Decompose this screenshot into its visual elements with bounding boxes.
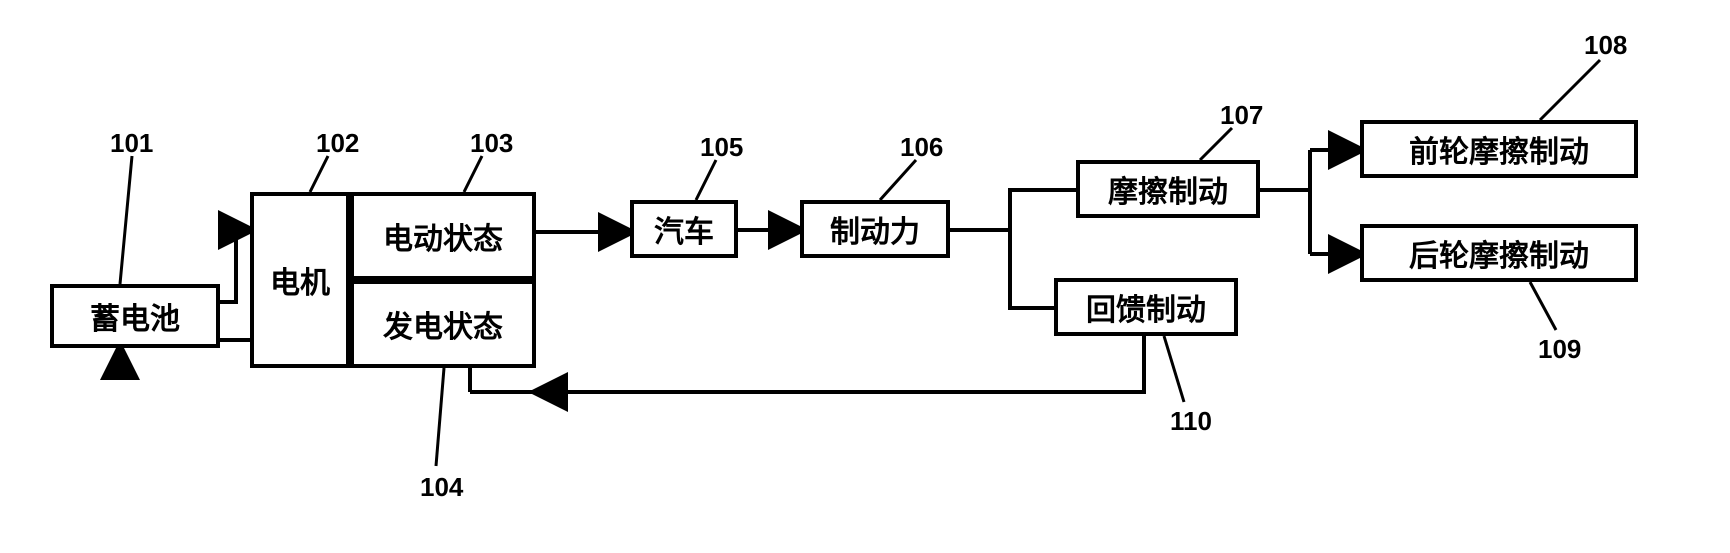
box-rear-label: 后轮摩擦制动 <box>1409 231 1589 275</box>
label-101: 101 <box>110 128 153 159</box>
label-106: 106 <box>900 132 943 163</box>
box-regen: 回馈制动 <box>1054 278 1238 336</box>
diagram-canvas: 蓄电池 电机 电动状态 发电状态 汽车 制动力 摩擦制动 回馈制动 前轮摩擦制动… <box>0 0 1730 553</box>
box-friction-label: 摩擦制动 <box>1108 167 1228 211</box>
box-brake-force: 制动力 <box>800 200 950 258</box>
label-110: 110 <box>1170 406 1212 437</box>
box-gen-state-label: 发电状态 <box>383 302 503 346</box>
box-gen-state: 发电状态 <box>350 280 536 368</box>
label-103: 103 <box>470 128 513 159</box>
box-battery: 蓄电池 <box>50 284 220 348</box>
label-102: 102 <box>316 128 359 159</box>
box-front: 前轮摩擦制动 <box>1360 120 1638 178</box>
box-car-label: 汽车 <box>654 207 714 251</box>
box-motor-label: 电机 <box>270 258 330 302</box>
box-battery-label: 蓄电池 <box>90 294 180 338</box>
box-rear: 后轮摩擦制动 <box>1360 224 1638 282</box>
box-front-label: 前轮摩擦制动 <box>1409 127 1589 171</box>
box-friction: 摩擦制动 <box>1076 160 1260 218</box>
label-107: 107 <box>1220 100 1263 131</box>
box-car: 汽车 <box>630 200 738 258</box>
box-regen-label: 回馈制动 <box>1086 285 1206 329</box>
box-electric-state: 电动状态 <box>350 192 536 280</box>
label-104: 104 <box>420 472 463 503</box>
box-electric-state-label: 电动状态 <box>383 214 503 258</box>
label-109: 109 <box>1538 334 1581 365</box>
box-brake-force-label: 制动力 <box>830 207 920 251</box>
box-motor: 电机 <box>250 192 350 368</box>
label-108: 108 <box>1584 30 1627 61</box>
label-105: 105 <box>700 132 743 163</box>
